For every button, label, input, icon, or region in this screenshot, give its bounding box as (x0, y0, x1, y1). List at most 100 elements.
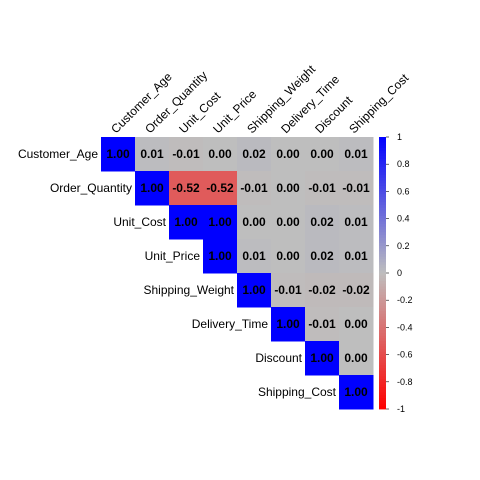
color-legend-segment (379, 289, 386, 293)
color-legend-segment (379, 365, 386, 369)
cell-value-label: -0.01 (274, 283, 302, 297)
cell-value-label: -0.01 (342, 181, 370, 195)
cell-value-label: 0.02 (242, 147, 266, 161)
cell-value-label: 0.01 (242, 249, 266, 263)
color-legend-segment (379, 346, 386, 350)
color-legend-segment (379, 248, 386, 252)
color-legend-segment (379, 324, 386, 328)
color-legend-segment (379, 297, 386, 301)
color-legend-segment (379, 406, 386, 410)
color-legend-segment (379, 210, 386, 214)
color-legend-segment (379, 185, 386, 190)
heatmap-cell (339, 307, 374, 342)
cell-value-label: -0.02 (308, 283, 336, 297)
color-legend-segment (379, 188, 386, 192)
cell-value-label: 0.00 (208, 147, 232, 161)
cell-value-label: 1.00 (140, 181, 164, 195)
heatmap-cell (203, 239, 238, 274)
cell-value-label: 0.01 (344, 147, 368, 161)
color-legend-segment (379, 278, 386, 282)
cell-value-label: 1.00 (310, 351, 334, 365)
color-legend-segment (379, 387, 386, 391)
color-legend-segment (379, 232, 386, 236)
color-legend-segment (379, 262, 386, 266)
row-label: Unit_Price (145, 249, 201, 263)
color-legend-segment (379, 357, 386, 361)
cell-value-label: -0.01 (308, 317, 336, 331)
heatmap-cell (101, 137, 136, 172)
row-label: Unit_Cost (113, 215, 166, 229)
heatmap-cell (305, 137, 340, 172)
cell-value-label: -0.01 (240, 181, 268, 195)
cell-value-label: 0.00 (276, 181, 300, 195)
cell-value-label: 0.01 (140, 147, 164, 161)
color-legend-segment (379, 164, 386, 168)
heatmap-cell (135, 137, 170, 172)
color-legend-tick-label: 0.6 (397, 186, 410, 196)
cell-value-label: 1.00 (174, 215, 198, 229)
color-legend-tick-label: -0.4 (397, 322, 413, 332)
color-legend-segment (379, 286, 386, 290)
color-legend-segment (379, 351, 386, 355)
cell-value-label: 0.00 (276, 147, 300, 161)
heatmap-cell (305, 239, 340, 274)
color-legend-segment (379, 349, 386, 353)
heatmap-cell (305, 341, 340, 376)
color-legend-segment (379, 180, 386, 184)
color-legend-segment (379, 370, 386, 375)
heatmap-cell (305, 205, 340, 240)
color-legend-segment (379, 376, 386, 380)
heatmap-cell (203, 205, 238, 240)
heatmap-cell (305, 171, 340, 206)
cell-value-label: 0.01 (344, 249, 368, 263)
color-legend-segment (379, 362, 386, 366)
color-legend-segment (379, 145, 386, 149)
color-legend-segment (379, 343, 386, 347)
color-legend-segment (379, 194, 386, 198)
color-legend: -1 -0.8 -0.6 -0.4 -0.2 0 0.2 0.4 0.6 0.8 1 (379, 132, 413, 414)
color-legend-segment (379, 169, 386, 173)
cell-value-label: 0.01 (344, 215, 368, 229)
color-legend-segment (379, 313, 386, 317)
color-legend-segment (379, 139, 386, 143)
color-legend-segment (379, 384, 386, 388)
cell-value-label: 1.00 (242, 283, 266, 297)
color-legend-segment (379, 234, 386, 239)
color-legend-segment (379, 243, 386, 247)
heatmap-cell (271, 171, 306, 206)
color-legend-segment (379, 270, 386, 274)
color-legend-segment (379, 311, 386, 315)
cell-value-label: 1.00 (344, 385, 368, 399)
cell-value-label: -0.01 (308, 181, 336, 195)
cell-value-label: 1.00 (208, 249, 232, 263)
color-legend-segment (379, 327, 386, 331)
color-legend-segment (379, 392, 386, 396)
color-legend-segment (379, 224, 386, 228)
color-legend-tick-label: -0.8 (397, 377, 413, 387)
color-legend-segment (379, 259, 386, 263)
color-legend-segment (379, 316, 386, 320)
heatmap-cell (237, 137, 272, 172)
heatmap-cell (305, 273, 340, 308)
heatmap-cell (203, 171, 238, 206)
color-legend-segment (379, 177, 386, 181)
cell-value-label: 0.00 (344, 351, 368, 365)
color-legend-segment (379, 400, 386, 404)
heatmap-cell (339, 171, 374, 206)
color-legend-segment (379, 202, 386, 206)
heatmap-cell (339, 137, 374, 172)
color-legend-segment (379, 251, 386, 255)
heatmap-cell (339, 341, 374, 376)
color-legend-segment (379, 207, 386, 211)
cell-value-label: -0.52 (172, 181, 200, 195)
color-legend-tick-label: 1 (397, 132, 402, 142)
color-legend-segment (379, 292, 386, 296)
heatmap-cell (271, 239, 306, 274)
color-legend-segment (379, 205, 386, 209)
color-legend-tick-label: 0.4 (397, 214, 410, 224)
color-legend-segment (379, 142, 386, 146)
cell-value-label: -0.52 (206, 181, 234, 195)
heatmap-cell (169, 137, 204, 172)
color-legend-segment (379, 158, 386, 162)
color-legend-segment (379, 183, 386, 187)
